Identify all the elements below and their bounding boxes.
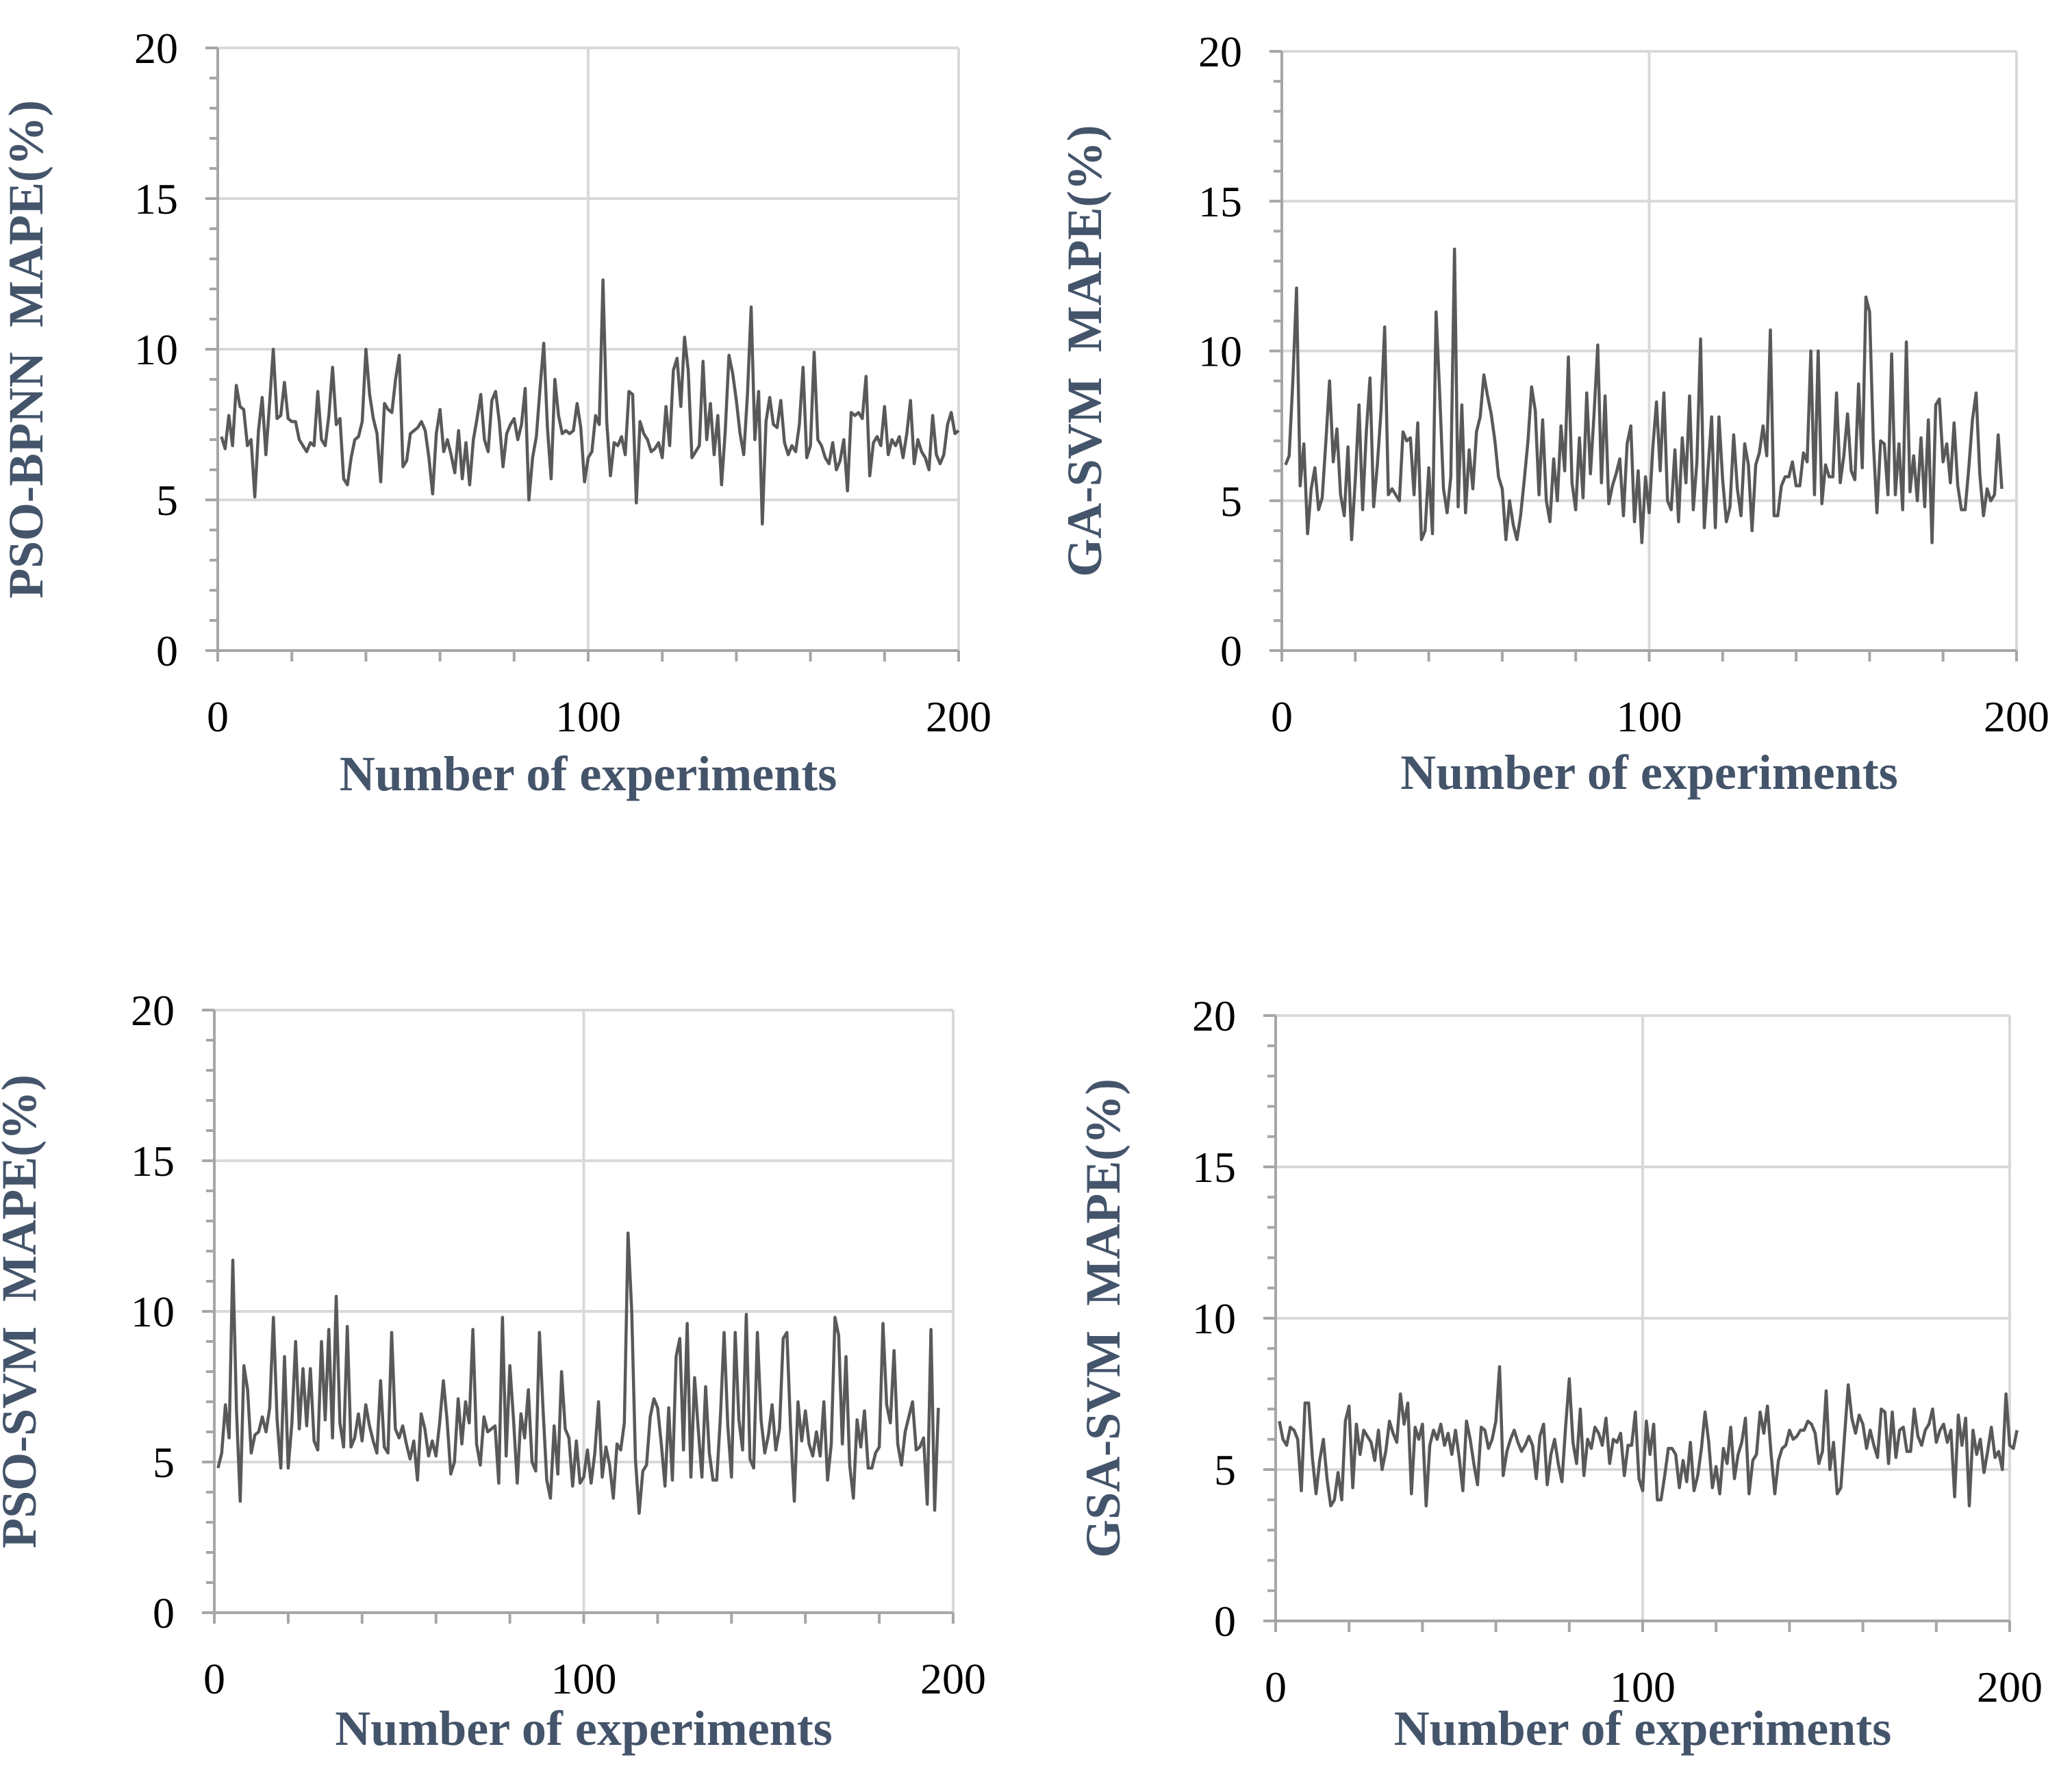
x-tick-label-0: 0: [207, 692, 229, 741]
y-tick-label-0: 0: [1214, 1597, 1236, 1646]
chart-pso-svm: 0 5 10 15 20 0 100 200 Number of experim…: [0, 986, 986, 1756]
y-tick-label-15: 15: [1192, 1143, 1236, 1192]
x-tick-label-200: 200: [920, 1654, 986, 1703]
series-line-pso-svm: [216, 1231, 940, 1515]
y-axis-title: PSO-SVM MAPE(%): [0, 1074, 47, 1548]
y-tick-label-20: 20: [131, 986, 175, 1035]
x-axis-title: Number of experiments: [1394, 1701, 1892, 1756]
chart-pso-bpnn: 0 5 10 15 20 0 100 200 Number of experim…: [0, 24, 991, 801]
y-tick-label-10: 10: [1198, 327, 1242, 376]
chart-ga-svm: 0 5 10 15 20 0 100 200 Number of experim…: [1057, 27, 2049, 800]
x-tick-label-100: 100: [1617, 692, 1682, 741]
x-axis-title: Number of experiments: [335, 1701, 833, 1756]
y-tick-label-5: 5: [153, 1438, 175, 1487]
y-tick-label-10: 10: [131, 1287, 175, 1336]
x-tick-label-100: 100: [1610, 1663, 1676, 1711]
y-tick-label-0: 0: [1220, 627, 1242, 675]
y-tick-label-0: 0: [156, 627, 178, 675]
y-tick-label-5: 5: [156, 476, 178, 525]
x-tick-label-200: 200: [926, 692, 991, 741]
y-tick-label-20: 20: [1198, 27, 1242, 76]
y-tick-label-20: 20: [134, 24, 178, 73]
y-tick-label-0: 0: [153, 1589, 175, 1637]
y-tick-label-20: 20: [1192, 992, 1236, 1040]
y-tick-label-5: 5: [1214, 1446, 1236, 1494]
y-axis-title: GSA-SVM MAPE(%): [1076, 1079, 1130, 1558]
y-tick-label-15: 15: [131, 1137, 175, 1185]
series-line-gsa-svm: [1278, 1365, 2019, 1508]
series-line-pso-bpnn: [220, 278, 960, 526]
x-tick-label-0: 0: [1265, 1663, 1287, 1711]
y-axis-title: GA-SVM MAPE(%): [1057, 125, 1112, 577]
series-line-ga-svm: [1284, 247, 2004, 544]
y-tick-label-15: 15: [134, 175, 178, 223]
x-axis-title: Number of experiments: [1400, 745, 1898, 800]
x-tick-label-200: 200: [1984, 692, 2049, 741]
y-tick-label-15: 15: [1198, 177, 1242, 226]
x-tick-label-100: 100: [555, 692, 621, 741]
x-tick-label-200: 200: [1977, 1663, 2043, 1711]
y-axis-title: PSO-BPNN MAPE(%): [0, 100, 53, 599]
x-tick-label-0: 0: [203, 1654, 225, 1703]
x-tick-label-0: 0: [1271, 692, 1293, 741]
chart-gsa-svm: 0 5 10 15 20 0 100 200 Number of experim…: [1076, 992, 2043, 1756]
x-tick-label-100: 100: [551, 1654, 617, 1703]
x-axis-title: Number of experiments: [340, 746, 837, 801]
y-tick-label-5: 5: [1220, 477, 1242, 525]
y-tick-label-10: 10: [1192, 1294, 1236, 1343]
y-tick-label-10: 10: [134, 325, 178, 374]
